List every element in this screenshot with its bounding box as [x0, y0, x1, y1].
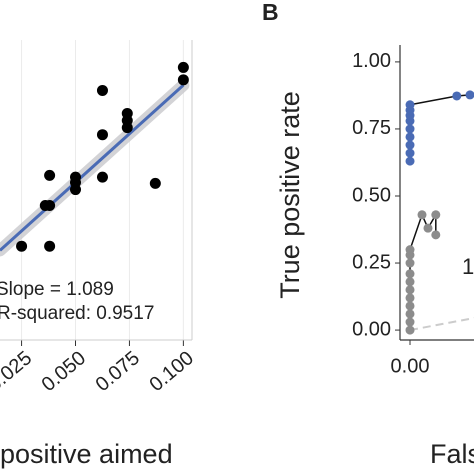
point: [405, 124, 415, 134]
point: [417, 210, 427, 220]
x-tick-label: 0.050: [38, 347, 90, 396]
y-tick-label: 0.00: [352, 318, 391, 340]
point: [44, 240, 56, 252]
annotation: Slope = 1.089: [0, 279, 114, 300]
point: [405, 258, 415, 268]
point: [405, 148, 415, 158]
point: [177, 61, 189, 73]
fit-line: [0, 84, 185, 252]
x-tick-label: 0.075: [92, 347, 144, 396]
point: [177, 74, 189, 86]
point: [405, 317, 415, 327]
series-line: [409, 94, 471, 162]
annotation: R-squared: 0.9517: [0, 303, 154, 324]
point: [423, 223, 433, 233]
annotation: 1: [462, 254, 474, 279]
point: [405, 245, 415, 255]
point: [452, 91, 462, 101]
point: [405, 156, 415, 166]
point: [431, 210, 441, 220]
point: [465, 90, 474, 100]
point: [405, 140, 415, 150]
point: [431, 230, 441, 240]
point: [405, 100, 415, 110]
panel-label: B: [262, 0, 279, 25]
x-tick-label: 0.025: [0, 347, 36, 396]
point: [405, 293, 415, 303]
point: [405, 132, 415, 142]
y-tick-label: 1.00: [352, 50, 391, 72]
x-tick-label: 0.00: [391, 355, 430, 377]
point: [405, 301, 415, 311]
y-tick-label: 0.50: [352, 184, 391, 206]
point: [70, 184, 82, 196]
point: [405, 285, 415, 295]
point: [121, 122, 133, 134]
y-tick-label: 0.75: [352, 117, 391, 139]
point: [96, 171, 108, 183]
point: [16, 240, 28, 252]
point: [405, 269, 415, 279]
point: [44, 169, 56, 181]
x-axis-label: positive aimed: [0, 439, 173, 469]
point: [96, 129, 108, 141]
point: [96, 84, 108, 96]
point: [39, 199, 51, 211]
y-axis-label: True positive rate: [275, 91, 305, 299]
y-tick-label: 0.25: [352, 251, 391, 273]
x-axis-label: Fals: [430, 439, 474, 469]
point: [405, 309, 415, 319]
x-tick-label: 0.100: [145, 347, 197, 396]
point: [149, 177, 161, 189]
point: [405, 277, 415, 287]
reference-line: [409, 317, 474, 332]
point: [405, 325, 415, 335]
